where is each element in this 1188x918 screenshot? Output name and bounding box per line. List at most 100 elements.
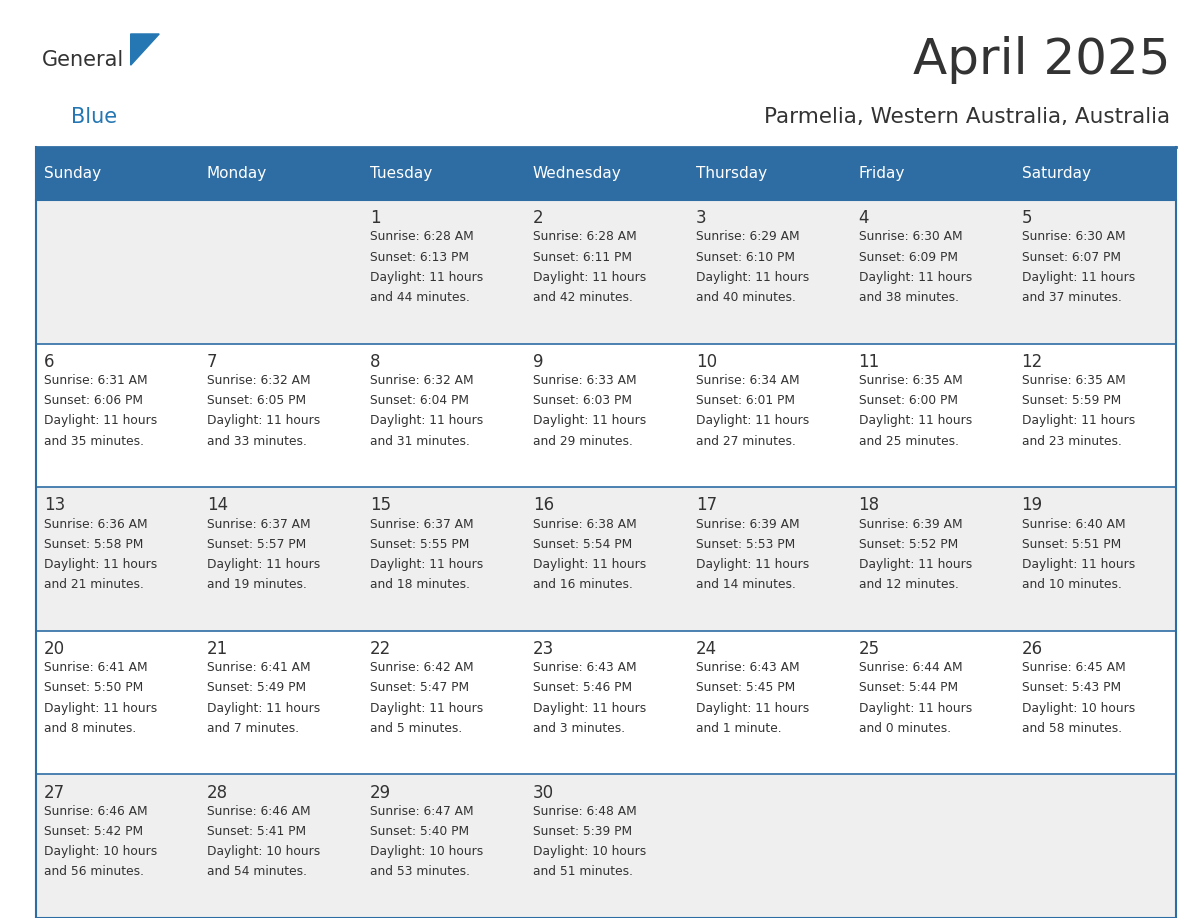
Text: 27: 27 <box>44 784 65 801</box>
Text: 25: 25 <box>859 640 879 658</box>
Text: and 10 minutes.: and 10 minutes. <box>1022 578 1121 591</box>
Text: 7: 7 <box>207 353 217 371</box>
Text: and 3 minutes.: and 3 minutes. <box>532 722 625 734</box>
Text: 26: 26 <box>1022 640 1043 658</box>
Text: Sunrise: 6:30 AM: Sunrise: 6:30 AM <box>1022 230 1125 243</box>
Text: 5: 5 <box>1022 209 1032 228</box>
Text: and 5 minutes.: and 5 minutes. <box>369 722 462 734</box>
Text: and 35 minutes.: and 35 minutes. <box>44 434 144 448</box>
Text: Sunrise: 6:46 AM: Sunrise: 6:46 AM <box>207 805 310 818</box>
Polygon shape <box>131 34 159 65</box>
Text: 17: 17 <box>696 497 716 514</box>
Text: Daylight: 11 hours: Daylight: 11 hours <box>859 558 972 571</box>
Text: Sunrise: 6:43 AM: Sunrise: 6:43 AM <box>532 661 637 674</box>
Text: 8: 8 <box>369 353 380 371</box>
Text: Daylight: 11 hours: Daylight: 11 hours <box>207 558 320 571</box>
Text: and 37 minutes.: and 37 minutes. <box>1022 291 1121 304</box>
Text: and 56 minutes.: and 56 minutes. <box>44 866 144 879</box>
Text: Sunset: 5:50 PM: Sunset: 5:50 PM <box>44 681 144 694</box>
Text: and 33 minutes.: and 33 minutes. <box>207 434 307 448</box>
Bar <box>36 775 1176 918</box>
Text: and 53 minutes.: and 53 minutes. <box>369 866 469 879</box>
Text: Daylight: 11 hours: Daylight: 11 hours <box>696 271 809 284</box>
Text: Daylight: 10 hours: Daylight: 10 hours <box>369 845 484 858</box>
Text: and 23 minutes.: and 23 minutes. <box>1022 434 1121 448</box>
Text: Daylight: 11 hours: Daylight: 11 hours <box>859 271 972 284</box>
Text: Sunset: 6:00 PM: Sunset: 6:00 PM <box>859 394 958 408</box>
Text: Sunset: 5:43 PM: Sunset: 5:43 PM <box>1022 681 1120 694</box>
Text: Sunset: 5:51 PM: Sunset: 5:51 PM <box>1022 538 1120 551</box>
Text: and 1 minute.: and 1 minute. <box>696 722 782 734</box>
Text: Daylight: 11 hours: Daylight: 11 hours <box>369 271 484 284</box>
Bar <box>36 487 1176 631</box>
Text: Daylight: 11 hours: Daylight: 11 hours <box>369 558 484 571</box>
Text: Sunrise: 6:44 AM: Sunrise: 6:44 AM <box>859 661 962 674</box>
Text: 21: 21 <box>207 640 228 658</box>
Text: Sunset: 6:04 PM: Sunset: 6:04 PM <box>369 394 469 408</box>
Text: 16: 16 <box>532 497 554 514</box>
Bar <box>198 147 361 200</box>
Text: Sunset: 5:55 PM: Sunset: 5:55 PM <box>369 538 469 551</box>
Text: Sunday: Sunday <box>44 166 101 181</box>
Text: and 12 minutes.: and 12 minutes. <box>859 578 959 591</box>
Text: Sunrise: 6:46 AM: Sunrise: 6:46 AM <box>44 805 147 818</box>
Text: Sunrise: 6:28 AM: Sunrise: 6:28 AM <box>532 230 637 243</box>
Text: and 54 minutes.: and 54 minutes. <box>207 866 307 879</box>
Text: Sunrise: 6:32 AM: Sunrise: 6:32 AM <box>369 374 474 387</box>
Text: Sunrise: 6:40 AM: Sunrise: 6:40 AM <box>1022 518 1125 531</box>
Text: and 16 minutes.: and 16 minutes. <box>532 578 632 591</box>
Text: 14: 14 <box>207 497 228 514</box>
Text: 6: 6 <box>44 353 55 371</box>
Text: and 14 minutes.: and 14 minutes. <box>696 578 796 591</box>
Text: 28: 28 <box>207 784 228 801</box>
Text: Tuesday: Tuesday <box>369 166 432 181</box>
Text: Sunrise: 6:45 AM: Sunrise: 6:45 AM <box>1022 661 1125 674</box>
Text: Daylight: 11 hours: Daylight: 11 hours <box>532 271 646 284</box>
Text: and 58 minutes.: and 58 minutes. <box>1022 722 1121 734</box>
Text: Friday: Friday <box>859 166 905 181</box>
Text: Daylight: 11 hours: Daylight: 11 hours <box>859 414 972 428</box>
Text: Sunrise: 6:39 AM: Sunrise: 6:39 AM <box>696 518 800 531</box>
Text: Sunrise: 6:47 AM: Sunrise: 6:47 AM <box>369 805 474 818</box>
Text: Sunset: 5:58 PM: Sunset: 5:58 PM <box>44 538 144 551</box>
Text: and 7 minutes.: and 7 minutes. <box>207 722 299 734</box>
Text: Sunrise: 6:31 AM: Sunrise: 6:31 AM <box>44 374 147 387</box>
Text: April 2025: April 2025 <box>912 36 1170 84</box>
Text: Parmelia, Western Australia, Australia: Parmelia, Western Australia, Australia <box>764 106 1170 127</box>
Bar <box>361 147 524 200</box>
Text: and 42 minutes.: and 42 minutes. <box>532 291 632 304</box>
Text: 22: 22 <box>369 640 391 658</box>
Text: Daylight: 10 hours: Daylight: 10 hours <box>44 845 157 858</box>
Text: Daylight: 10 hours: Daylight: 10 hours <box>207 845 320 858</box>
Text: Daylight: 11 hours: Daylight: 11 hours <box>1022 414 1135 428</box>
Text: 12: 12 <box>1022 353 1043 371</box>
Text: Daylight: 11 hours: Daylight: 11 hours <box>369 701 484 714</box>
Text: Sunset: 5:53 PM: Sunset: 5:53 PM <box>696 538 795 551</box>
Text: Sunset: 6:10 PM: Sunset: 6:10 PM <box>696 251 795 263</box>
Text: Daylight: 11 hours: Daylight: 11 hours <box>532 701 646 714</box>
Text: Sunrise: 6:42 AM: Sunrise: 6:42 AM <box>369 661 474 674</box>
Text: General: General <box>42 50 124 70</box>
Text: Sunrise: 6:30 AM: Sunrise: 6:30 AM <box>859 230 962 243</box>
Text: Daylight: 11 hours: Daylight: 11 hours <box>859 701 972 714</box>
Text: 15: 15 <box>369 497 391 514</box>
Text: Sunrise: 6:33 AM: Sunrise: 6:33 AM <box>532 374 637 387</box>
Text: and 19 minutes.: and 19 minutes. <box>207 578 307 591</box>
Text: and 38 minutes.: and 38 minutes. <box>859 291 959 304</box>
Text: Monday: Monday <box>207 166 267 181</box>
Text: Daylight: 11 hours: Daylight: 11 hours <box>44 414 157 428</box>
Text: Sunrise: 6:41 AM: Sunrise: 6:41 AM <box>44 661 147 674</box>
Text: Sunset: 6:03 PM: Sunset: 6:03 PM <box>532 394 632 408</box>
Text: 13: 13 <box>44 497 65 514</box>
Text: 4: 4 <box>859 209 870 228</box>
Text: Sunrise: 6:36 AM: Sunrise: 6:36 AM <box>44 518 147 531</box>
Text: Daylight: 11 hours: Daylight: 11 hours <box>1022 271 1135 284</box>
Text: Sunrise: 6:35 AM: Sunrise: 6:35 AM <box>1022 374 1125 387</box>
Text: 29: 29 <box>369 784 391 801</box>
Text: 30: 30 <box>532 784 554 801</box>
Text: Daylight: 10 hours: Daylight: 10 hours <box>532 845 646 858</box>
Text: Sunset: 6:07 PM: Sunset: 6:07 PM <box>1022 251 1120 263</box>
Text: and 18 minutes.: and 18 minutes. <box>369 578 469 591</box>
Text: Sunset: 6:06 PM: Sunset: 6:06 PM <box>44 394 143 408</box>
Text: Sunset: 5:57 PM: Sunset: 5:57 PM <box>207 538 307 551</box>
